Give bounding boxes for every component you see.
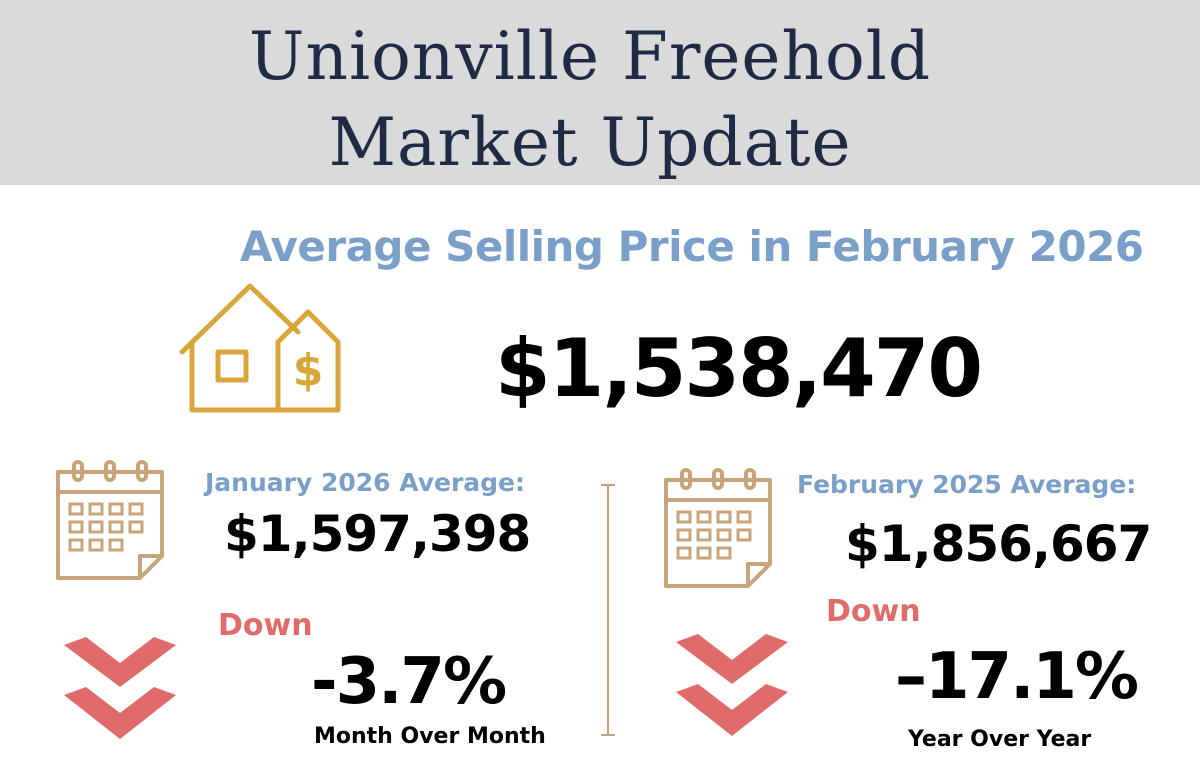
calendar-icon	[56, 460, 164, 580]
header-banner	[0, 0, 1200, 185]
right-caption: Year Over Year	[908, 727, 1092, 752]
left-label: January 2026 Average:	[205, 468, 526, 497]
left-direction: Down	[218, 608, 313, 643]
left-caption: Month Over Month	[314, 724, 546, 749]
svg-text:$: $	[293, 345, 324, 396]
page-title-line-1: Unionville Freehold	[248, 18, 932, 95]
double-chevron-down-icon	[64, 637, 176, 739]
right-value: $1,856,667	[845, 515, 1152, 573]
right-label: February 2025 Average:	[797, 470, 1137, 499]
divider-cap-top	[601, 484, 615, 486]
page-title-line-2: Market Update	[328, 104, 852, 181]
main-price: $1,538,470	[495, 322, 983, 415]
headline: Average Selling Price in February 2026	[240, 222, 1144, 271]
double-chevron-down-icon	[676, 634, 788, 736]
divider	[607, 484, 609, 736]
right-direction: Down	[826, 594, 921, 629]
right-change: –17.1%	[895, 640, 1139, 714]
calendar-icon	[664, 468, 772, 588]
left-value: $1,597,398	[224, 505, 531, 563]
house-dollar-icon: $	[179, 283, 341, 413]
divider-cap-bottom	[601, 734, 615, 736]
left-change: -3.7%	[311, 645, 507, 719]
